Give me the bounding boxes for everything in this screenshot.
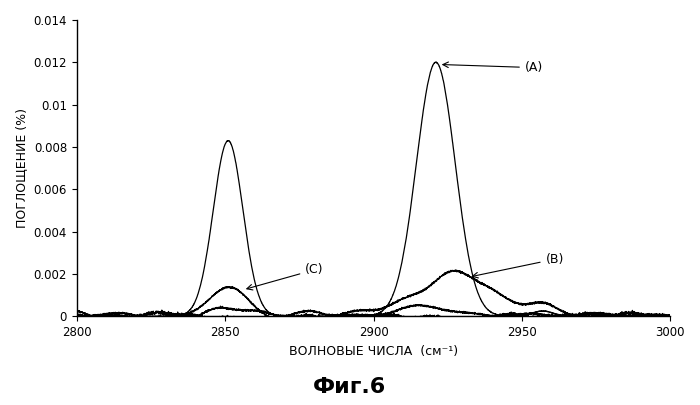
X-axis label: ВОЛНОВЫЕ ЧИСЛА  (см⁻¹): ВОЛНОВЫЕ ЧИСЛА (см⁻¹) xyxy=(289,345,458,358)
Y-axis label: ПОГЛОЩЕНИЕ (%): ПОГЛОЩЕНИЕ (%) xyxy=(15,108,28,228)
Text: (D): (D) xyxy=(0,404,1,405)
Text: (A): (A) xyxy=(443,61,543,74)
Text: (B): (B) xyxy=(473,253,564,278)
Text: Фиг.6: Фиг.6 xyxy=(314,377,386,397)
Text: (C): (C) xyxy=(247,263,324,290)
